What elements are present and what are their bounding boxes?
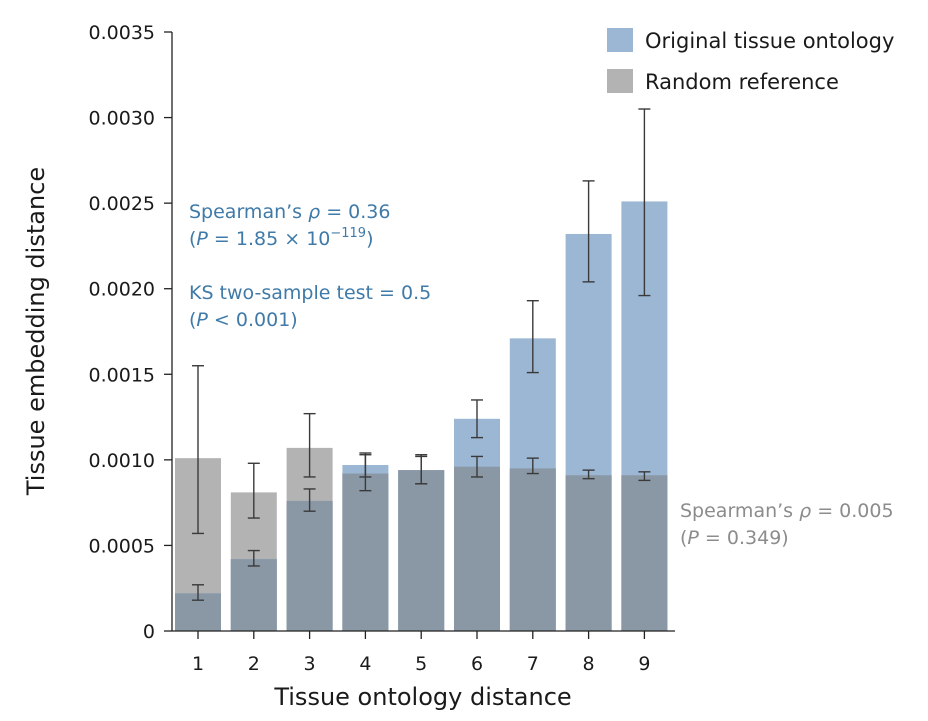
errorbar-original-4 (359, 452, 372, 478)
x-tick-label: 6 (471, 653, 483, 675)
annotation-ks-test: KS two-sample test = 0.5 (189, 282, 431, 304)
y-tick-label: 0.0035 (89, 22, 155, 44)
errorbar-random-7 (526, 457, 539, 475)
y-tick-label: 0 (143, 621, 155, 643)
y-axis-title: Tissue embedding distance (22, 167, 50, 496)
x-tick-label: 5 (415, 653, 427, 675)
errorbar-original-1 (192, 584, 204, 601)
y-tick-label: 0.0020 (89, 279, 155, 301)
annotation-random: Spearman’s ρ = 0.005 (P = 0.349) (680, 500, 894, 549)
axes (171, 32, 675, 632)
annotation-spearman-random: Spearman’s ρ = 0.005 (680, 500, 894, 522)
x-tick-label: 7 (527, 653, 539, 675)
y-ticks: 0 0.0005 0.0010 0.0015 0.0020 0.0025 0.0030 0.0… (89, 22, 172, 643)
error-bars (192, 108, 651, 601)
legend-label-random: Random reference (645, 70, 839, 94)
errorbar-original-9 (638, 108, 651, 297)
bar-overlap-3 (286, 500, 333, 631)
y-tick-label: 0.0015 (89, 364, 155, 386)
errorbar-original-2 (247, 549, 260, 567)
x-tick-label: 9 (638, 653, 650, 675)
bar-overlap-7 (509, 468, 556, 631)
y-tick-label: 0.0005 (89, 535, 155, 557)
errorbar-original-3 (303, 488, 316, 512)
annotation-original: Spearman’s ρ = 0.36 (P = 1.85 × 10−119) … (189, 201, 431, 331)
x-ticks: 1 2 3 4 5 6 7 8 9 (192, 631, 650, 675)
errorbar-original-6 (471, 399, 483, 439)
bar-overlap-6 (454, 466, 500, 631)
bar-overlap-4 (342, 473, 389, 631)
bar-overlap-2 (230, 559, 277, 631)
bar-overlap-8 (565, 475, 612, 631)
annotation-spearman-original: Spearman’s ρ = 0.36 (189, 201, 390, 223)
y-tick-label: 0.0025 (89, 193, 155, 215)
errorbar-original-7 (526, 299, 539, 374)
x-tick-label: 8 (583, 653, 595, 675)
errorbar-original-8 (582, 180, 595, 283)
legend-swatch-original (607, 28, 633, 52)
legend: Original tissue ontology Random referenc… (607, 28, 894, 94)
annotation-ks-pvalue: (P < 0.001) (189, 309, 298, 331)
x-axis-title: Tissue ontology distance (273, 683, 571, 711)
legend-label-original: Original tissue ontology (645, 29, 894, 53)
y-tick-label: 0.0030 (89, 108, 155, 130)
errorbar-original-5 (415, 455, 428, 485)
x-tick-label: 1 (192, 653, 204, 675)
x-tick-label: 4 (359, 653, 371, 675)
bar-overlap-9 (621, 475, 668, 631)
y-tick-label: 0.0010 (89, 450, 155, 472)
annotation-pvalue-original: (P = 1.85 × 10−119) (189, 226, 374, 250)
overlap-bars (175, 466, 668, 631)
x-tick-label: 3 (304, 653, 316, 675)
errorbar-random-3 (303, 412, 316, 478)
errorbar-random-2 (247, 462, 260, 519)
annotation-pvalue-random: (P = 0.349) (680, 527, 789, 549)
legend-swatch-random (607, 69, 633, 93)
x-tick-label: 2 (248, 653, 260, 675)
errorbar-random-8 (582, 469, 595, 480)
errorbar-random-9 (638, 471, 651, 482)
errorbar-random-1 (192, 365, 204, 535)
errorbar-random-6 (471, 455, 483, 478)
bar-overlap-5 (398, 470, 445, 631)
